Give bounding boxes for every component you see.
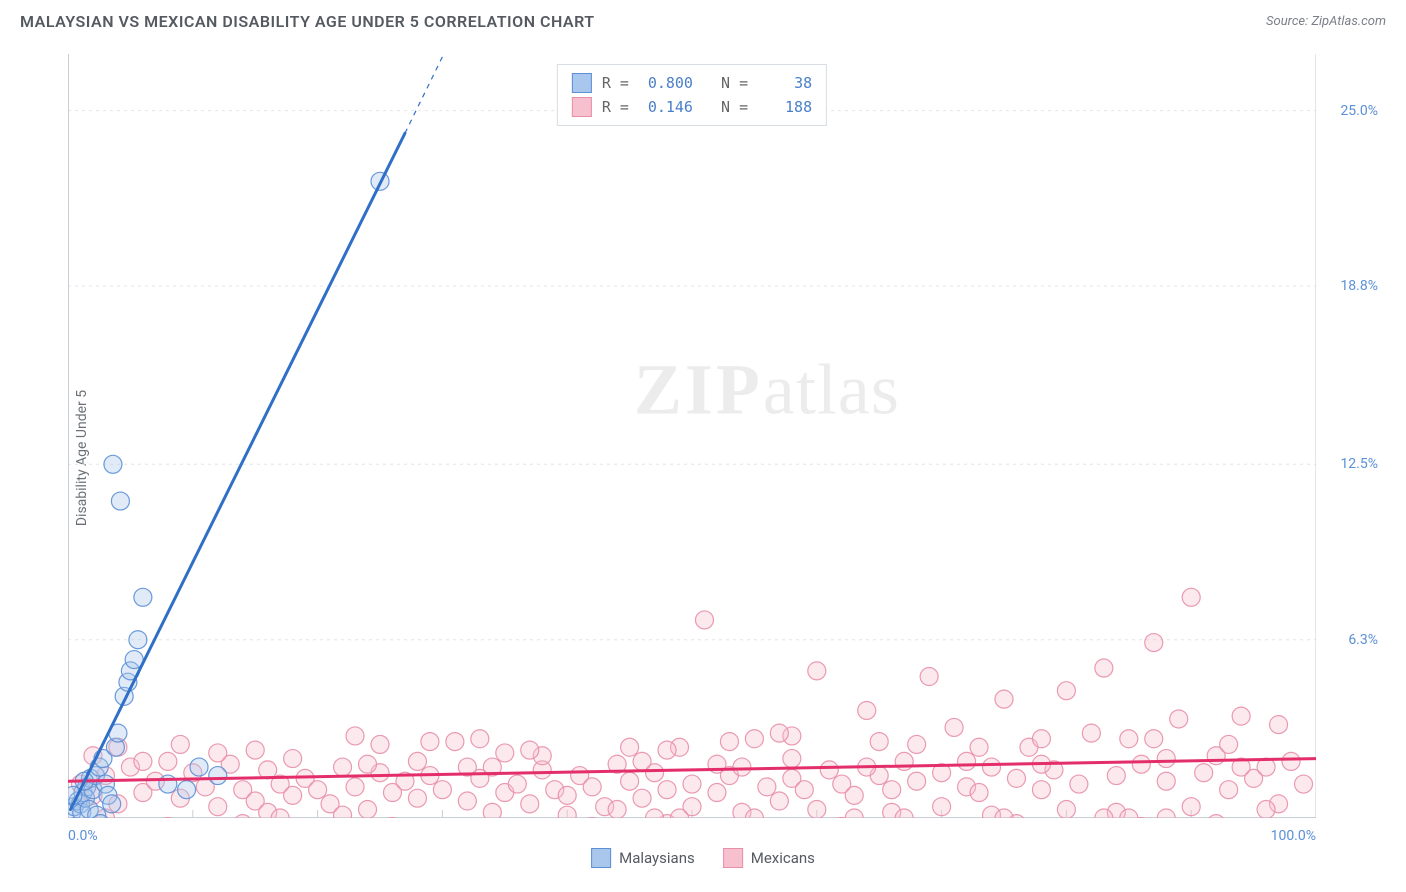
legend-label-mexicans: Mexicans (751, 849, 815, 867)
legend-swatch-malaysians (591, 848, 611, 868)
swatch-malaysians (572, 73, 592, 93)
source-attribution: Source: ZipAtlas.com (1266, 14, 1386, 29)
source-link[interactable]: ZipAtlas.com (1311, 14, 1386, 29)
source-prefix: Source: (1266, 14, 1311, 29)
r-label: R = (602, 74, 629, 92)
legend-label-malaysians: Malaysians (619, 849, 695, 867)
y-tick-label: 25.0% (1340, 103, 1378, 119)
chart-container: Disability Age Under 5 ZIPatlas R = 0.80… (20, 44, 1386, 872)
stats-legend: R = 0.800 N = 38 R = 0.146 N = 188 (557, 64, 827, 126)
swatch-mexicans (572, 97, 592, 117)
n-label: N = (703, 98, 748, 116)
stats-row-malaysians: R = 0.800 N = 38 (572, 71, 812, 95)
n-label: N = (703, 74, 748, 92)
scatter-plot-svg (68, 54, 1316, 818)
plot-area: ZIPatlas R = 0.800 N = 38 R = 0.146 N = … (68, 54, 1316, 818)
r-label: R = (602, 98, 629, 116)
n-value-mexicans: 188 (758, 98, 812, 116)
stats-row-mexicans: R = 0.146 N = 188 (572, 95, 812, 119)
legend-item-malaysians: Malaysians (591, 848, 695, 868)
x-tick-label: 100.0% (1271, 828, 1316, 844)
x-tick-label: 0.0% (68, 828, 98, 844)
r-value-malaysians: 0.800 (639, 74, 693, 92)
y-tick-label: 12.5% (1340, 456, 1378, 472)
legend-item-mexicans: Mexicans (723, 848, 815, 868)
bottom-legend: Malaysians Mexicans (591, 848, 815, 868)
n-value-malaysians: 38 (758, 74, 812, 92)
y-tick-label: 6.3% (1348, 632, 1378, 648)
r-value-mexicans: 0.146 (639, 98, 693, 116)
legend-swatch-mexicans (723, 848, 743, 868)
chart-title: MALAYSIAN VS MEXICAN DISABILITY AGE UNDE… (20, 12, 595, 31)
y-tick-label: 18.8% (1340, 278, 1378, 294)
